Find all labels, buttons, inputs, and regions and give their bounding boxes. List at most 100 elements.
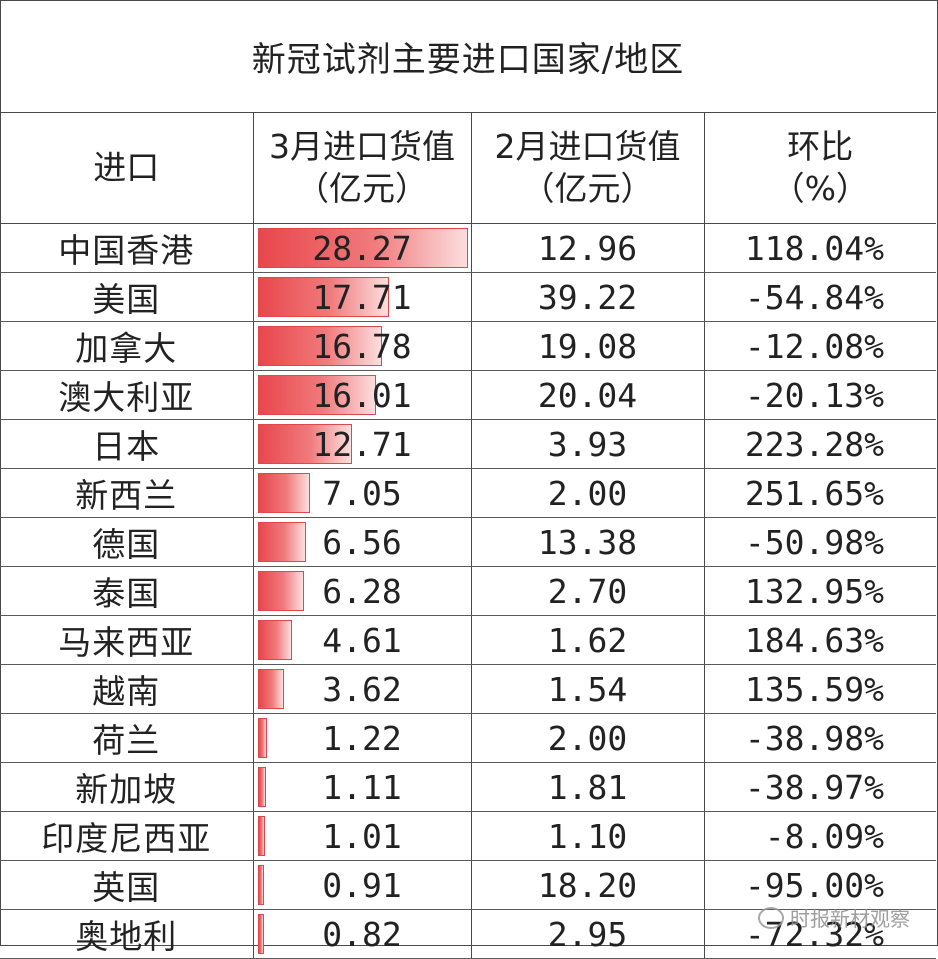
region-name: 奥地利 [0, 909, 254, 959]
import-table: 进口 3月进口货值 （亿元） 2月进口货值 （亿元） 环比 （%） 中国香港 28.27… [0, 113, 936, 959]
data-bar [257, 375, 377, 415]
march-value-cell: 4.61 [253, 615, 472, 665]
table-row: 日本 12.71 3.93 223.28% [0, 419, 936, 469]
data-bar [257, 424, 352, 464]
table-row: 越南 3.62 1.54 135.59% [0, 664, 936, 714]
march-value: 17.71 [312, 277, 412, 317]
march-value-cell: 28.27 [253, 223, 472, 273]
march-value-cell: 7.05 [253, 468, 472, 518]
march-value-cell: 1.11 [253, 762, 472, 812]
mom-change: -8.09% [704, 811, 936, 861]
watermark-text: 时报新材观察 [790, 907, 910, 931]
data-bar [257, 816, 265, 856]
data-bar [257, 277, 390, 317]
data-bar [257, 473, 310, 513]
march-value-cell: 16.78 [253, 321, 472, 371]
data-bar [257, 228, 468, 268]
data-bar [257, 767, 266, 807]
march-value-cell: 1.22 [253, 713, 472, 763]
header-import: 进口 [0, 113, 254, 224]
feb-value: 1.10 [471, 811, 705, 861]
region-name: 马来西亚 [0, 615, 254, 665]
feb-value: 2.70 [471, 566, 705, 616]
march-value: 1.01 [322, 816, 402, 856]
table-row: 印度尼西亚 1.01 1.10 -8.09% [0, 811, 936, 861]
watermark: 时报新材观察 [758, 903, 910, 932]
march-value-cell: 17.71 [253, 272, 472, 322]
table-row: 澳大利亚 16.01 20.04 -20.13% [0, 370, 936, 420]
chart-title: 新冠试剂主要进口国家/地区 [0, 0, 936, 113]
mom-change: 118.04% [704, 223, 936, 273]
region-name: 泰国 [0, 566, 254, 616]
data-bar [257, 522, 307, 562]
table-row: 加拿大 16.78 19.08 -12.08% [0, 321, 936, 371]
march-value: 1.22 [322, 718, 402, 758]
mom-change: -12.08% [704, 321, 936, 371]
march-value-cell: 0.91 [253, 860, 472, 910]
table-row: 中国香港 28.27 12.96 118.04% [0, 223, 936, 273]
march-value: 16.01 [312, 375, 412, 415]
feb-value: 19.08 [471, 321, 705, 371]
table-row: 美国 17.71 39.22 -54.84% [0, 272, 936, 322]
mom-change: -38.97% [704, 762, 936, 812]
feb-value: 1.81 [471, 762, 705, 812]
header-mom: 环比 （%） [704, 113, 936, 224]
march-value: 6.28 [322, 571, 402, 611]
region-name: 新加坡 [0, 762, 254, 812]
feb-value: 2.00 [471, 468, 705, 518]
data-bar [257, 914, 264, 954]
feb-value: 2.95 [471, 909, 705, 959]
march-value-cell: 6.56 [253, 517, 472, 567]
mom-change: -20.13% [704, 370, 936, 420]
region-name: 越南 [0, 664, 254, 714]
mom-change: -54.84% [704, 272, 936, 322]
march-value: 3.62 [322, 669, 402, 709]
region-name: 德国 [0, 517, 254, 567]
table-row: 新加坡 1.11 1.81 -38.97% [0, 762, 936, 812]
table-row: 马来西亚 4.61 1.62 184.63% [0, 615, 936, 665]
march-value: 6.56 [322, 522, 402, 562]
mom-change: 184.63% [704, 615, 936, 665]
march-value: 12.71 [312, 424, 412, 464]
table-row: 新西兰 7.05 2.00 251.65% [0, 468, 936, 518]
feb-value: 39.22 [471, 272, 705, 322]
data-bar [257, 718, 267, 758]
feb-value: 1.54 [471, 664, 705, 714]
data-bar [257, 571, 305, 611]
feb-value: 3.93 [471, 419, 705, 469]
region-name: 荷兰 [0, 713, 254, 763]
region-name: 印度尼西亚 [0, 811, 254, 861]
march-value: 4.61 [322, 620, 402, 660]
data-bar [257, 865, 265, 905]
feb-value: 18.20 [471, 860, 705, 910]
mom-change: 223.28% [704, 419, 936, 469]
feb-value: 2.00 [471, 713, 705, 763]
march-value: 0.82 [322, 914, 402, 954]
header-feb-value: 2月进口货值 （亿元） [471, 113, 705, 224]
mom-change: 251.65% [704, 468, 936, 518]
region-name: 中国香港 [0, 223, 254, 273]
feb-value: 20.04 [471, 370, 705, 420]
feb-value: 13.38 [471, 517, 705, 567]
mom-change: -38.98% [704, 713, 936, 763]
region-name: 美国 [0, 272, 254, 322]
mom-change: -50.98% [704, 517, 936, 567]
march-value-cell: 16.01 [253, 370, 472, 420]
march-value-cell: 0.82 [253, 909, 472, 959]
table-row: 泰国 6.28 2.70 132.95% [0, 566, 936, 616]
mom-change: 135.59% [704, 664, 936, 714]
table-row: 德国 6.56 13.38 -50.98% [0, 517, 936, 567]
mom-change: 132.95% [704, 566, 936, 616]
march-value-cell: 12.71 [253, 419, 472, 469]
header-row: 进口 3月进口货值 （亿元） 2月进口货值 （亿元） 环比 （%） [0, 113, 936, 224]
table-body: 中国香港 28.27 12.96 118.04% 美国 17.71 39.22 -54.84%… [0, 223, 936, 959]
feb-value: 12.96 [471, 223, 705, 273]
march-value-cell: 1.01 [253, 811, 472, 861]
header-march-value: 3月进口货值 （亿元） [253, 113, 472, 224]
march-value-cell: 6.28 [253, 566, 472, 616]
march-value: 1.11 [322, 767, 402, 807]
march-value: 7.05 [322, 473, 402, 513]
data-bar [257, 620, 292, 660]
region-name: 新西兰 [0, 468, 254, 518]
feb-value: 1.62 [471, 615, 705, 665]
